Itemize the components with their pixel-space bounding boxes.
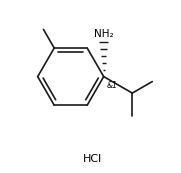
Text: NH₂: NH₂ xyxy=(94,29,113,39)
Text: &1: &1 xyxy=(107,81,118,90)
Text: HCl: HCl xyxy=(83,154,102,164)
